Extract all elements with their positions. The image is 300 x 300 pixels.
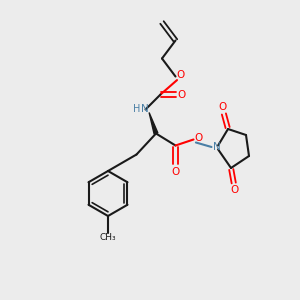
Text: O: O bbox=[177, 89, 186, 100]
Text: O: O bbox=[195, 133, 203, 143]
Text: CH₃: CH₃ bbox=[100, 233, 116, 242]
Polygon shape bbox=[149, 112, 158, 134]
Text: N: N bbox=[213, 142, 221, 152]
Text: O: O bbox=[230, 184, 239, 195]
Text: N: N bbox=[141, 104, 149, 115]
Text: O: O bbox=[218, 102, 227, 112]
Text: O: O bbox=[171, 167, 180, 177]
Text: H: H bbox=[134, 104, 141, 115]
Text: O: O bbox=[177, 70, 185, 80]
